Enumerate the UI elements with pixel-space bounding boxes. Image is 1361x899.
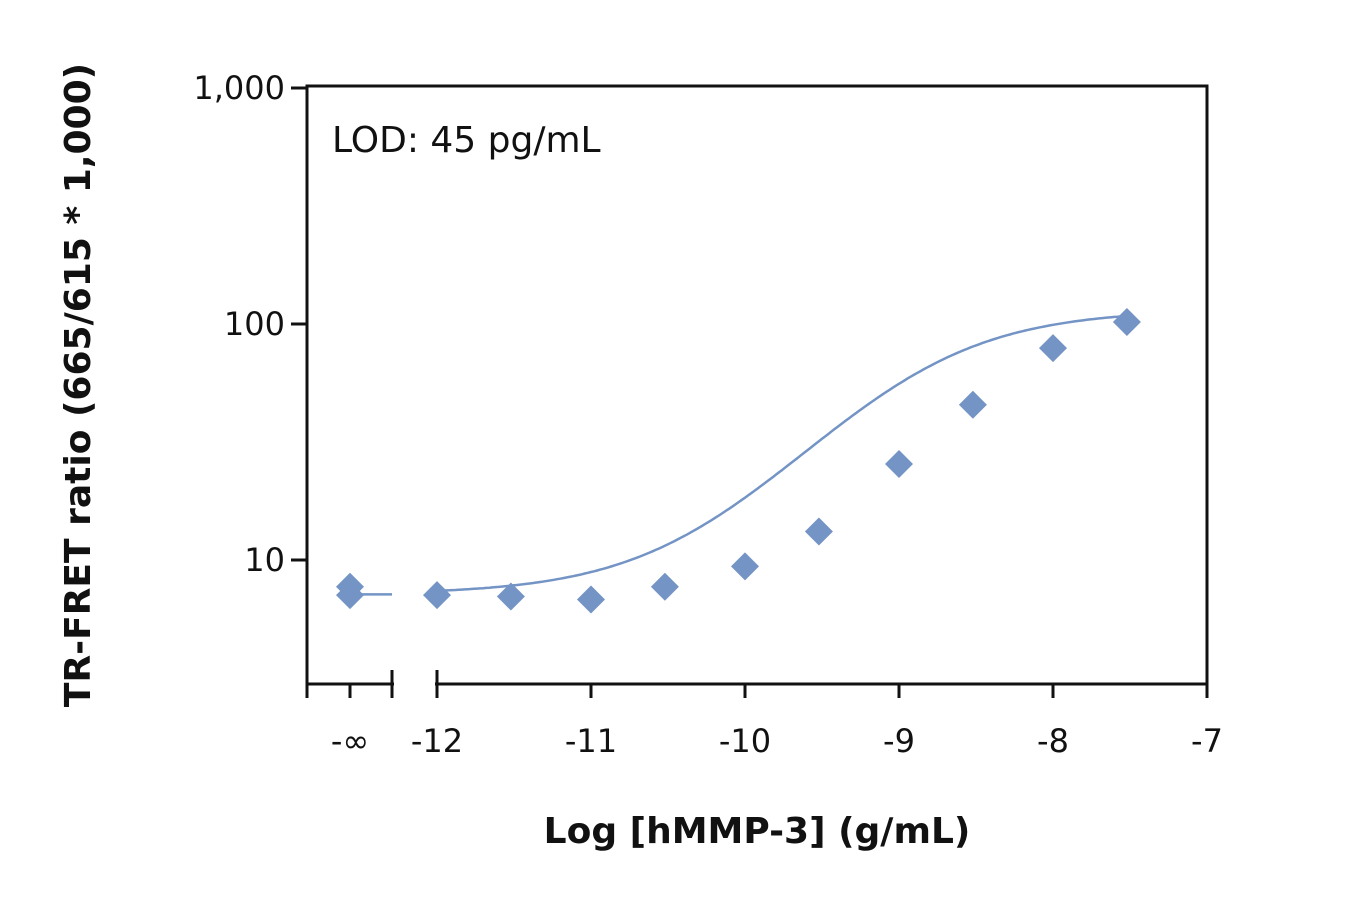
data-point [423,581,451,610]
x-tick-label-neg-inf: -∞ [331,722,369,760]
x-tick-label: -8 [1037,722,1069,760]
y-tick-label: 100 [224,305,285,343]
y-axis-title: TR-FRET ratio (665/615 * 1,000) [58,63,99,707]
y-tick-label: 10 [244,541,285,579]
data-point [1112,307,1141,336]
x-tick-label: -9 [883,722,915,760]
data-point [885,450,913,479]
data-point [804,517,833,546]
data-point [577,585,605,614]
y-axis: 10 100 1,000 [193,69,307,579]
data-point-zero [336,581,364,610]
data-point [496,582,525,611]
x-tick-label: -10 [719,722,771,760]
fit-curve [436,314,1127,593]
lod-annotation: LOD: 45 pg/mL [332,120,601,161]
x-tick-label: -11 [565,722,617,760]
x-tick-label: -7 [1191,722,1223,760]
data-point [1039,334,1067,363]
data-point [731,552,759,581]
y-tick-label: 1,000 [193,69,285,107]
fit-curve-layer [342,314,1127,596]
plot-frame [305,84,1209,686]
data-point [958,390,987,419]
x-axis: -∞ -12 -11 -10 -9 -8 -7 [305,670,1223,760]
data-points-layer [336,307,1141,614]
x-axis-title: Log [hMMP-3] (g/mL) [544,811,971,852]
x-tick-label: -12 [411,722,463,760]
data-point [650,572,679,601]
axis-break-gap [394,681,435,687]
